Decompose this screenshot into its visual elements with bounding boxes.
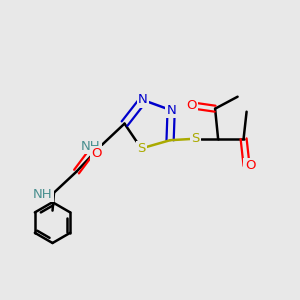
Text: N: N [138,94,148,106]
Text: S: S [137,142,146,155]
Text: O: O [186,99,196,112]
Text: N: N [166,104,176,117]
Text: NH: NH [81,140,100,153]
Text: O: O [245,159,255,172]
Text: O: O [92,147,102,160]
Text: S: S [191,132,200,145]
Text: NH: NH [33,188,52,201]
